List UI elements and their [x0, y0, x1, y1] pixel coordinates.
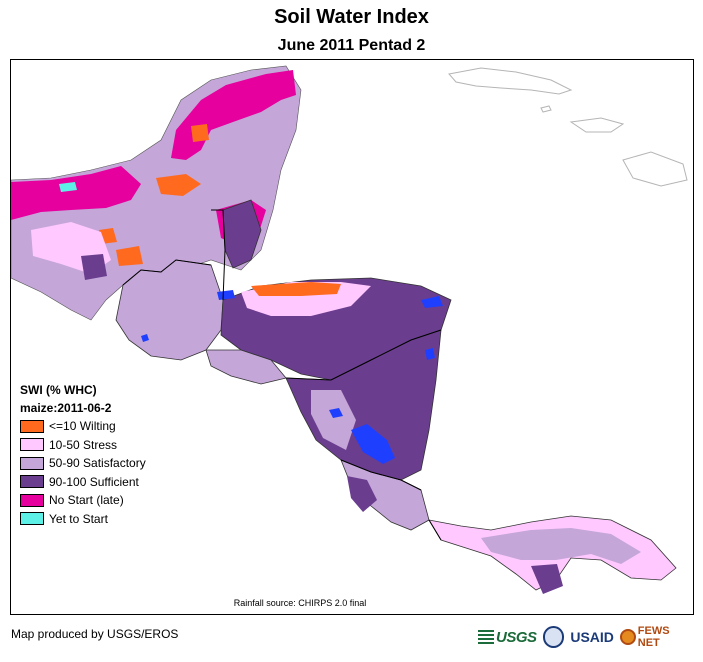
area-panama-sufficient [531, 564, 563, 594]
island-cuba [448, 67, 573, 95]
map-title: Soil Water Index [274, 6, 429, 28]
usgs-logo-text: USGS [496, 628, 537, 646]
legend-label: 90-100 Sufficient [49, 474, 139, 489]
legend-item-no-start: No Start (late) [20, 491, 190, 510]
usaid-logo: USAID [570, 629, 614, 645]
fews-logo-text: FEWS NET [637, 625, 670, 649]
usgs-wave-icon [478, 630, 494, 644]
area-mexico-wilting-4 [116, 246, 143, 266]
usaid-logo-text: USAID [570, 629, 614, 645]
map-credit: Map produced by USGS/EROS [11, 627, 179, 641]
lake-managua [329, 408, 343, 418]
legend-item-stress: 10-50 Stress [20, 436, 190, 455]
map-frame [10, 59, 694, 615]
legend-swatch [20, 475, 44, 489]
legend-crop: maize:2011-06-2 [20, 401, 112, 415]
island-jamaica [569, 117, 625, 133]
map-legend: SWI (% WHC) maize:2011-06-2 <=10 Wilting… [20, 381, 190, 528]
country-borders [122, 209, 442, 541]
fews-sun-icon [619, 629, 636, 645]
area-mexico-wilting-2 [156, 174, 201, 196]
island-hispaniola [622, 151, 688, 187]
legend-swatch [20, 493, 44, 507]
usaid-seal-icon [542, 626, 565, 648]
rainfall-source-note: Rainfall source: CHIRPS 2.0 final [233, 598, 367, 608]
area-mexico-sufficient [81, 254, 107, 280]
legend-swatch [20, 456, 44, 470]
legend-item-satisfactory: 50-90 Satisfactory [20, 454, 190, 473]
area-nicaragua-west-satisfactory [311, 390, 356, 450]
caribbean-islands [448, 67, 688, 187]
legend-item-sufficient: 90-100 Sufficient [20, 473, 190, 492]
area-yet-to-start [59, 182, 77, 192]
legend-label: 50-90 Satisfactory [49, 456, 146, 471]
area-mexico-wilting-1 [191, 124, 209, 142]
partner-logos: USGS USAID FEWS NET [478, 622, 694, 652]
area-el-salvador [205, 349, 287, 385]
legend-label: <=10 Wilting [49, 419, 116, 434]
legend-swatch [20, 419, 44, 433]
map-subtitle: June 2011 Pentad 2 [277, 37, 426, 54]
border-mexico-guatemala [122, 259, 212, 286]
legend-swatch [20, 512, 44, 526]
legend-label: No Start (late) [49, 493, 124, 508]
area-panama-satisfactory [481, 528, 641, 564]
island-cayman [540, 105, 552, 113]
border-honduras-nicaragua [285, 329, 442, 381]
region-central [115, 199, 452, 481]
area-west-nostart [11, 166, 141, 220]
legend-label: Yet to Start [49, 511, 108, 526]
legend-item-yet-to-start: Yet to Start [20, 510, 190, 529]
border-nicaragua-costarica [340, 459, 422, 491]
usgs-logo: USGS [478, 629, 537, 646]
area-costa-rica-sufficient [347, 476, 377, 512]
legend-heading: SWI (% WHC) [20, 383, 97, 397]
lagoon-caratasca [421, 296, 443, 308]
lake-atitlan [141, 334, 149, 342]
legend-item-wilting: <=10 Wilting [20, 417, 190, 436]
map-canvas [11, 65, 688, 594]
border-costarica-panama [428, 519, 442, 541]
legend-label: 10-50 Stress [49, 437, 118, 452]
legend-swatch [20, 438, 44, 452]
region-south [340, 459, 677, 594]
area-honduras-wilting [251, 282, 341, 296]
border-guatemala-belize [211, 209, 226, 301]
fews-net-logo: FEWS NET [619, 625, 694, 649]
lagoon-perlas [425, 348, 435, 360]
lake-nicaragua [351, 424, 395, 464]
lake-izabal [217, 290, 235, 300]
water-bodies [141, 290, 443, 464]
